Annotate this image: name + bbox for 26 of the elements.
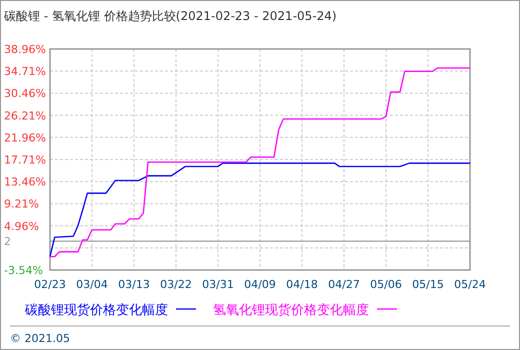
y-tick-label: -3.54% (4, 264, 43, 277)
x-tick-label: 04/09 (244, 278, 276, 291)
x-tick-label: 04/27 (328, 278, 360, 291)
x-tick-label: 05/24 (454, 278, 486, 291)
y-tick-label: 17.71% (4, 154, 46, 166)
y-tick-label: 13.46% (4, 176, 46, 189)
x-tick-label: 05/06 (370, 278, 402, 291)
y-tick-label: 21.96% (4, 131, 46, 144)
y-tick-label: 26.21% (4, 109, 46, 122)
chart-title: 碳酸锂 - 氢氧化锂 价格趋势比较(2021-02-23 - 2021-05-24) (3, 9, 337, 23)
y-tick-label: 34.71% (4, 65, 46, 78)
legend-label: 氢氧化锂现货价格变化幅度 (213, 302, 369, 318)
x-tick-label: 03/31 (202, 278, 234, 291)
x-tick-label: 02/23 (34, 278, 66, 291)
x-tick-label: 04/18 (286, 278, 318, 291)
y-tick-label: 38.96% (4, 43, 46, 56)
ref-line-label: 2 (4, 235, 11, 248)
y-tick-label: 9.21% (4, 198, 39, 211)
x-tick-label: 03/04 (76, 278, 108, 291)
y-tick-label: 4.96% (4, 220, 39, 233)
legend-label: 碳酸锂现货价格变化幅度 (24, 302, 168, 318)
y-tick-label: 30.46% (4, 87, 46, 100)
x-tick-label: 05/15 (412, 278, 444, 291)
text: © 2021.05 (10, 332, 70, 345)
x-tick-label: 03/13 (118, 278, 150, 291)
x-tick-label: 03/22 (160, 278, 192, 291)
